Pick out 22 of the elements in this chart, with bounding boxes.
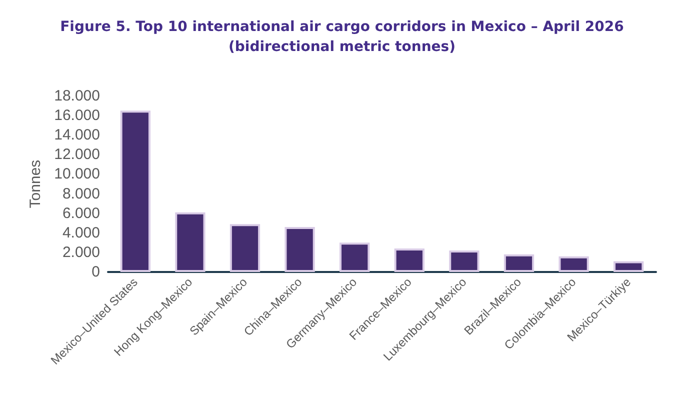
y-tick-label: 18.000 [54,88,100,104]
y-tick-label: 4.000 [62,224,100,242]
y-tick-label: 12.000 [54,146,100,164]
y-tick-label: 8.000 [62,185,100,202]
chart-title: Figure 5. Top 10 international air cargo corridors in Mexico – April 2026 (bidirectional metric tonnes) [60,19,624,55]
y-tick-label: 2.000 [62,244,100,261]
bar [284,227,315,272]
y-tick-label: 6.000 [62,204,100,222]
bar [614,261,644,272]
y-tick-label: 10.000 [54,166,100,183]
bar [230,224,260,272]
y-tick-label: 16.000 [54,107,100,124]
y-tick-label: 14.000 [54,126,100,144]
bar [340,242,370,272]
bar [449,250,480,272]
y-axis-title: Tonnes [27,160,44,208]
bar [394,248,424,272]
bar [120,110,150,272]
bar [504,254,534,272]
bar [175,212,206,272]
y-tick-label: 0 [92,264,100,280]
bar [558,256,589,272]
